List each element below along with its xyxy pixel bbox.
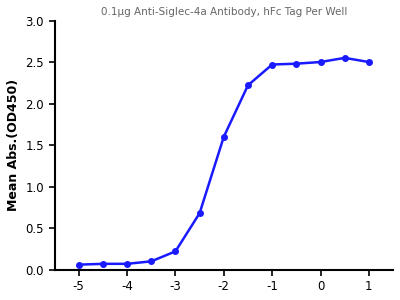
Title: 0.1μg Anti-Siglec-4a Antibody, hFc Tag Per Well: 0.1μg Anti-Siglec-4a Antibody, hFc Tag P… <box>101 7 347 17</box>
Y-axis label: Mean Abs.(OD450): Mean Abs.(OD450) <box>7 79 20 211</box>
